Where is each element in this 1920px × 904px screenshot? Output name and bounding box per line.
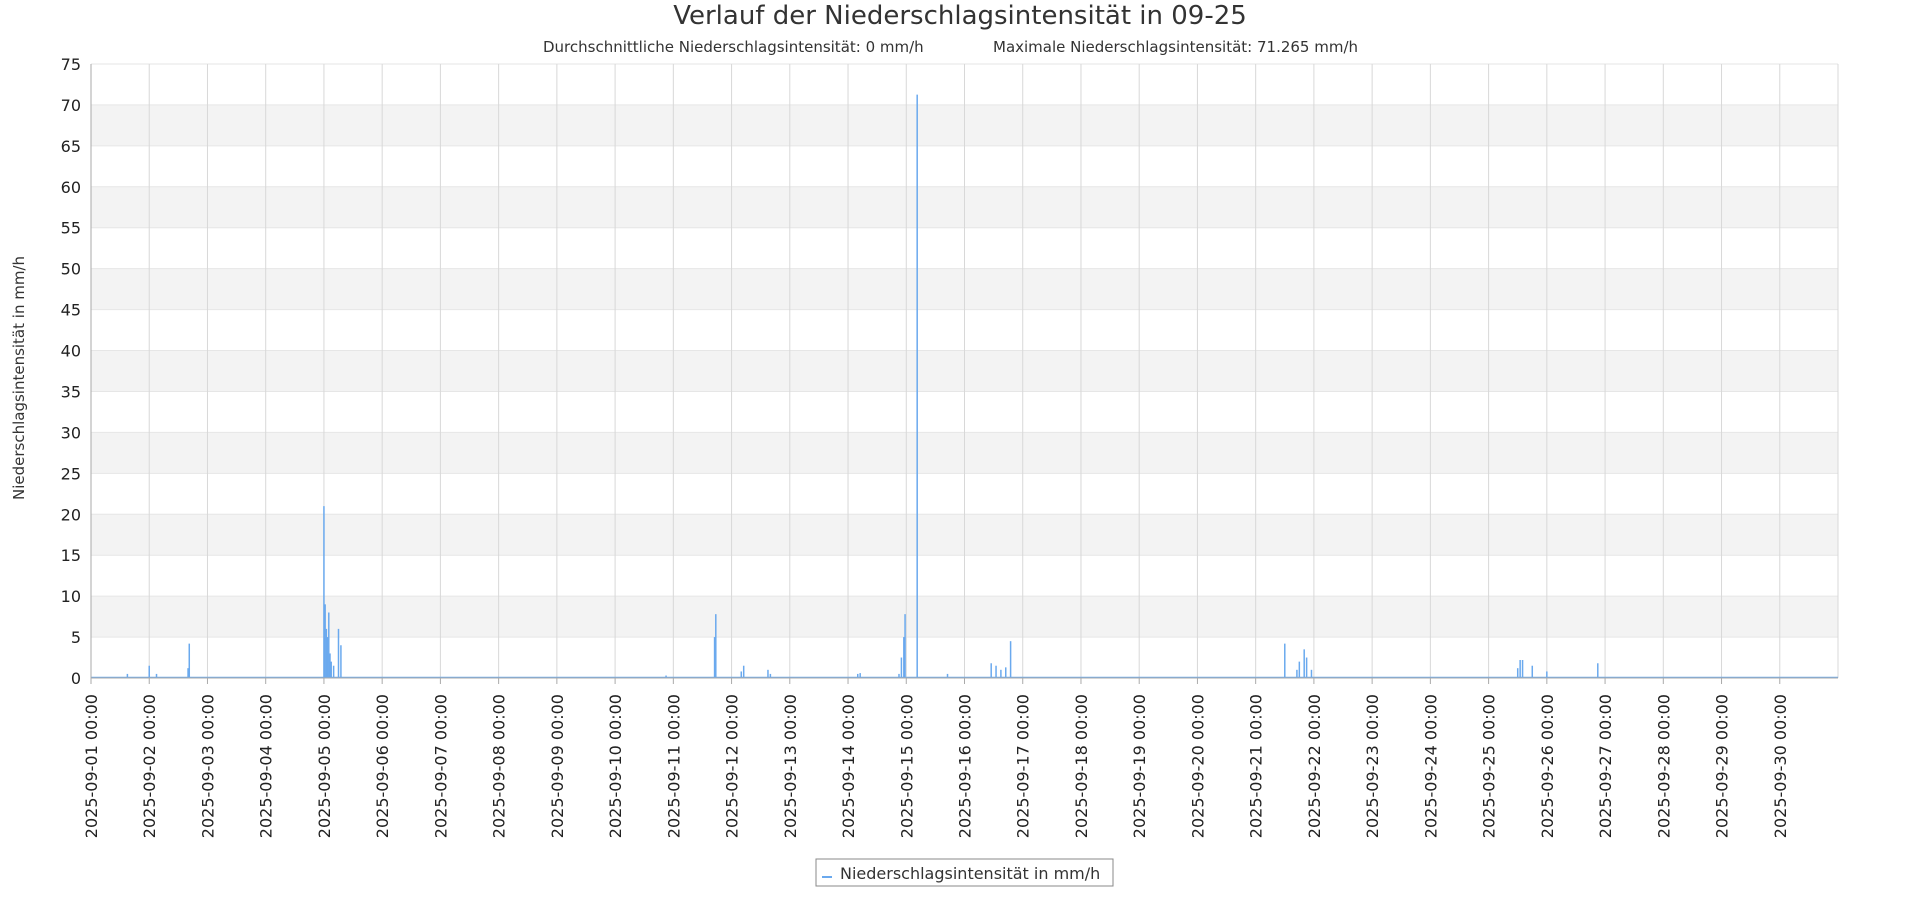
- chart-title: Verlauf der Niederschlagsintensität in 0…: [673, 1, 1247, 31]
- x-tick-label: 2025-09-18 00:00: [1072, 694, 1091, 838]
- x-tick-label: 2025-09-27 00:00: [1596, 694, 1615, 838]
- y-tick-label: 60: [61, 178, 81, 197]
- y-tick-label: 25: [61, 464, 81, 483]
- y-tick-label: 70: [61, 96, 81, 115]
- legend[interactable]: Niederschlagsintensität in mm/h: [815, 858, 1114, 887]
- x-tick-label: 2025-09-20 00:00: [1188, 694, 1207, 838]
- x-tick-label: 2025-09-16 00:00: [956, 694, 975, 838]
- x-tick-label: 2025-09-26 00:00: [1538, 694, 1557, 838]
- y-tick-label: 75: [61, 55, 81, 74]
- x-tick-label: 2025-09-07 00:00: [431, 694, 450, 838]
- x-tick-label: 2025-09-08 00:00: [490, 694, 509, 838]
- x-tick-label: 2025-09-12 00:00: [723, 694, 742, 838]
- y-tick-label: 30: [61, 423, 81, 442]
- x-tick-label: 2025-09-03 00:00: [198, 694, 217, 838]
- x-tick-label: 2025-09-06 00:00: [373, 694, 392, 838]
- axes: [90, 64, 1838, 684]
- x-tick-label: 2025-09-22 00:00: [1305, 694, 1324, 838]
- x-tick-label: 2025-09-14 00:00: [839, 694, 858, 838]
- x-tick-labels: 2025-09-01 00:00 2025-09-02 00:00 2025-09-…: [82, 694, 1790, 838]
- x-tick-label: 2025-09-02 00:00: [140, 694, 159, 838]
- y-tick-label: 0: [71, 669, 81, 688]
- x-tick-label: 2025-09-10 00:00: [606, 694, 625, 838]
- chart-subtitle-average: Durchschnittliche Niederschlagsintensitä…: [543, 38, 924, 56]
- y-tick-label: 10: [61, 587, 81, 606]
- y-tick-label: 15: [61, 546, 81, 565]
- x-tick-label: 2025-09-15 00:00: [897, 694, 916, 838]
- x-tick-label: 2025-09-24 00:00: [1421, 694, 1440, 838]
- y-tick-label: 20: [61, 505, 81, 524]
- y-axis-label: Niederschlagsintensität in mm/h: [10, 256, 28, 500]
- x-tick-label: 2025-09-04 00:00: [257, 694, 276, 838]
- x-tick-label: 2025-09-17 00:00: [1014, 694, 1033, 838]
- x-tick-label: 2025-09-30 00:00: [1771, 694, 1790, 838]
- x-tick-label: 2025-09-19 00:00: [1130, 694, 1149, 838]
- x-tick-label: 2025-09-09 00:00: [548, 694, 567, 838]
- x-tick-label: 2025-09-21 00:00: [1247, 694, 1266, 838]
- y-tick-label: 55: [61, 219, 81, 238]
- x-tick-label: 2025-09-01 00:00: [82, 694, 101, 838]
- x-tick-label: 2025-09-23 00:00: [1363, 694, 1382, 838]
- y-tick-label: 35: [61, 382, 81, 401]
- x-tick-label: 2025-09-28 00:00: [1654, 694, 1673, 838]
- gridlines: [90, 63, 1839, 679]
- y-tick-label: 65: [61, 137, 81, 156]
- y-tick-label: 50: [61, 260, 81, 279]
- x-tick-label: 2025-09-11 00:00: [664, 694, 683, 838]
- legend-series-label: Niederschlagsintensität in mm/h: [840, 864, 1100, 883]
- y-tick-label: 5: [71, 628, 81, 647]
- x-tick-label: 2025-09-05 00:00: [315, 694, 334, 838]
- x-tick-label: 2025-09-13 00:00: [781, 694, 800, 838]
- y-tick-label: 40: [61, 342, 81, 361]
- x-tick-label: 2025-09-29 00:00: [1713, 694, 1732, 838]
- x-tick-label: 2025-09-25 00:00: [1480, 694, 1499, 838]
- chart-subtitle-maximum: Maximale Niederschlagsintensität: 71.265…: [993, 38, 1358, 56]
- y-tick-labels: 0 5 10 15 20 25 30 35 40 45 50 55 60 65 70 75: [61, 55, 81, 688]
- legend-box: [815, 858, 1114, 887]
- y-tick-label: 45: [61, 301, 81, 320]
